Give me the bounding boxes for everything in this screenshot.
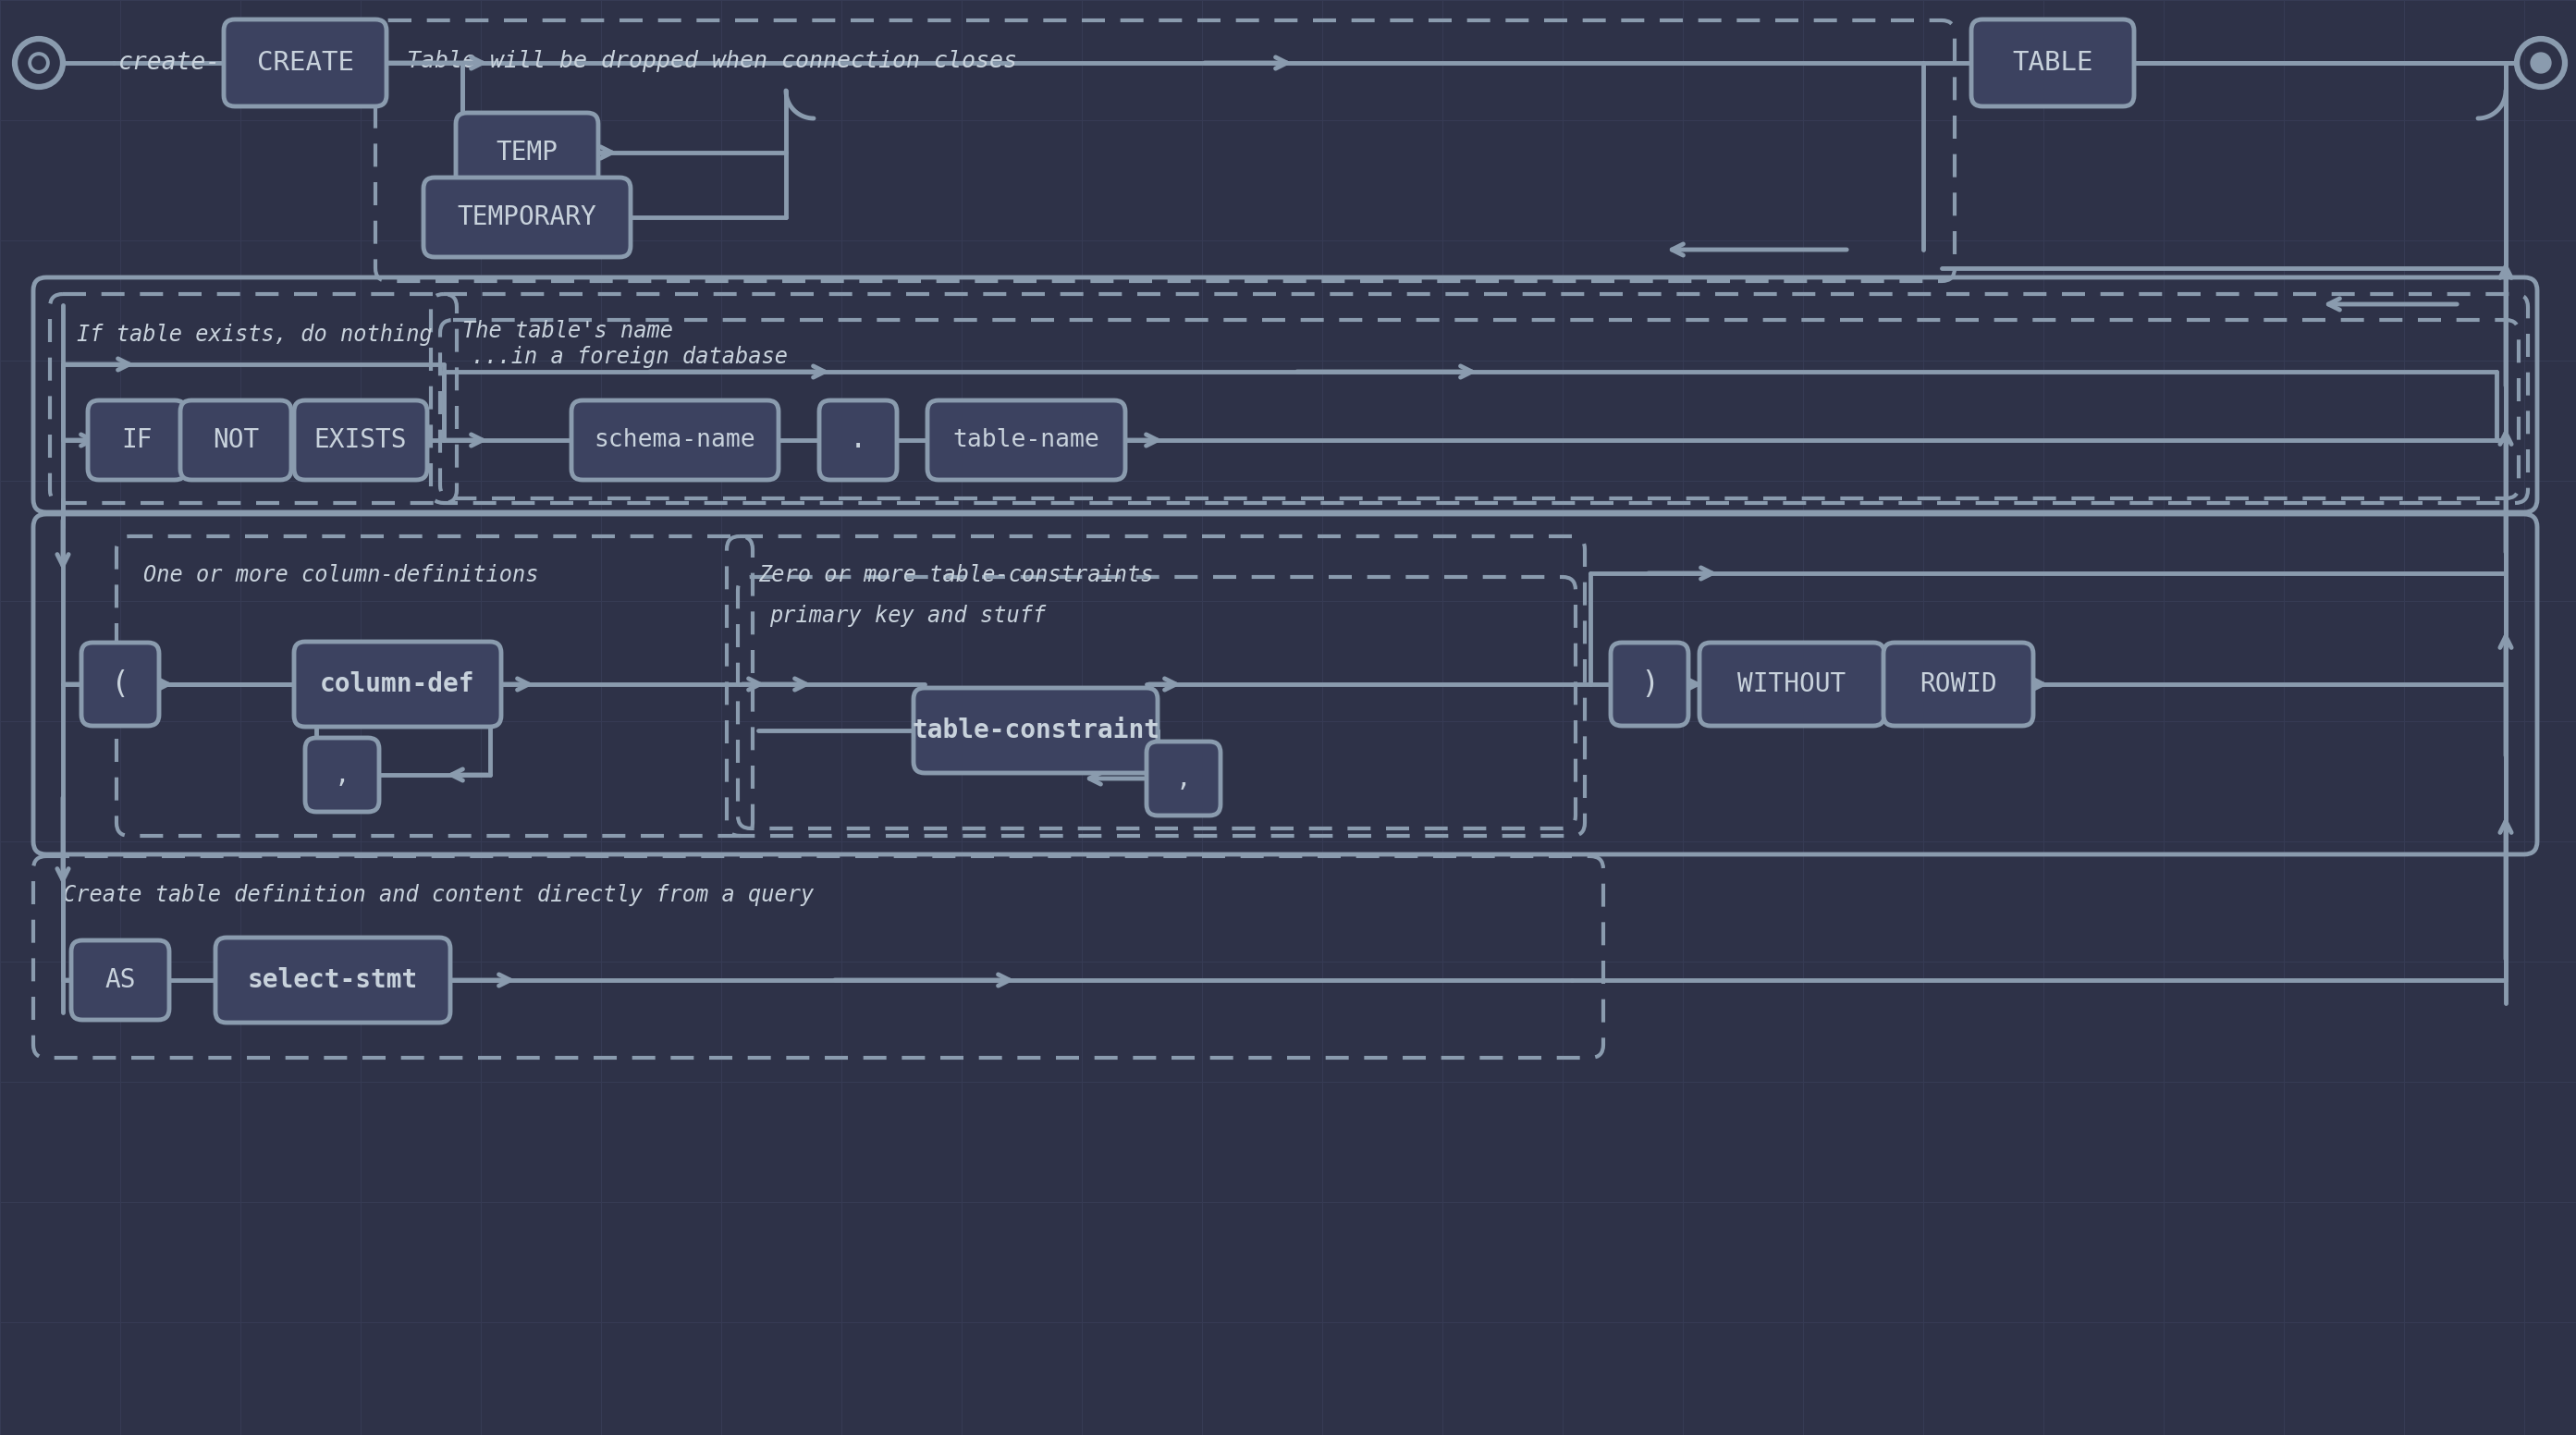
Text: select-stmt: select-stmt	[247, 967, 417, 993]
Text: TABLE: TABLE	[2012, 50, 2094, 76]
FancyBboxPatch shape	[88, 400, 185, 479]
FancyBboxPatch shape	[819, 400, 896, 479]
Text: ): )	[1641, 669, 1659, 699]
Text: CREATE: CREATE	[258, 50, 353, 76]
Text: Create table definition and content directly from a query: Create table definition and content dire…	[62, 884, 814, 905]
Text: One or more column-definitions: One or more column-definitions	[144, 564, 538, 587]
FancyBboxPatch shape	[1971, 20, 2133, 106]
Text: TEMPORARY: TEMPORARY	[459, 204, 598, 230]
Text: column-def: column-def	[319, 672, 474, 697]
Text: Table will be dropped when connection closes: Table will be dropped when connection cl…	[407, 50, 1018, 72]
Text: ...in a foreign database: ...in a foreign database	[471, 346, 788, 367]
FancyBboxPatch shape	[422, 178, 631, 257]
Text: table-name: table-name	[953, 428, 1100, 452]
FancyBboxPatch shape	[72, 940, 170, 1020]
Text: EXISTS: EXISTS	[314, 428, 407, 453]
Text: AS: AS	[106, 967, 137, 993]
Text: .: .	[850, 426, 866, 453]
Text: ,: ,	[335, 762, 350, 788]
FancyBboxPatch shape	[1610, 643, 1687, 726]
Text: Zero or more table-constraints: Zero or more table-constraints	[757, 564, 1154, 587]
Text: schema-name: schema-name	[595, 428, 755, 452]
FancyBboxPatch shape	[927, 400, 1126, 479]
FancyBboxPatch shape	[216, 937, 451, 1023]
FancyBboxPatch shape	[1146, 742, 1221, 815]
Text: IF: IF	[121, 428, 152, 453]
Text: create-table-stmt: create-table-stmt	[118, 50, 368, 75]
Text: ROWID: ROWID	[1919, 672, 1996, 697]
Circle shape	[2530, 53, 2550, 73]
FancyBboxPatch shape	[572, 400, 778, 479]
Text: NOT: NOT	[214, 428, 260, 453]
FancyBboxPatch shape	[1700, 643, 1886, 726]
FancyBboxPatch shape	[456, 113, 598, 192]
FancyBboxPatch shape	[1883, 643, 2032, 726]
FancyBboxPatch shape	[914, 687, 1157, 773]
FancyBboxPatch shape	[82, 643, 160, 726]
Text: The table's name: The table's name	[461, 320, 672, 342]
Text: If table exists, do nothing: If table exists, do nothing	[77, 324, 433, 346]
Text: table-constraint: table-constraint	[912, 718, 1159, 743]
Text: ,: ,	[1175, 766, 1190, 792]
Text: (: (	[111, 669, 129, 699]
FancyBboxPatch shape	[294, 400, 428, 479]
FancyBboxPatch shape	[304, 738, 379, 812]
FancyBboxPatch shape	[180, 400, 291, 479]
Text: TEMP: TEMP	[497, 139, 559, 165]
Text: WITHOUT: WITHOUT	[1739, 672, 1847, 697]
FancyBboxPatch shape	[294, 641, 502, 726]
Text: primary key and stuff: primary key and stuff	[770, 604, 1046, 627]
FancyBboxPatch shape	[224, 20, 386, 106]
